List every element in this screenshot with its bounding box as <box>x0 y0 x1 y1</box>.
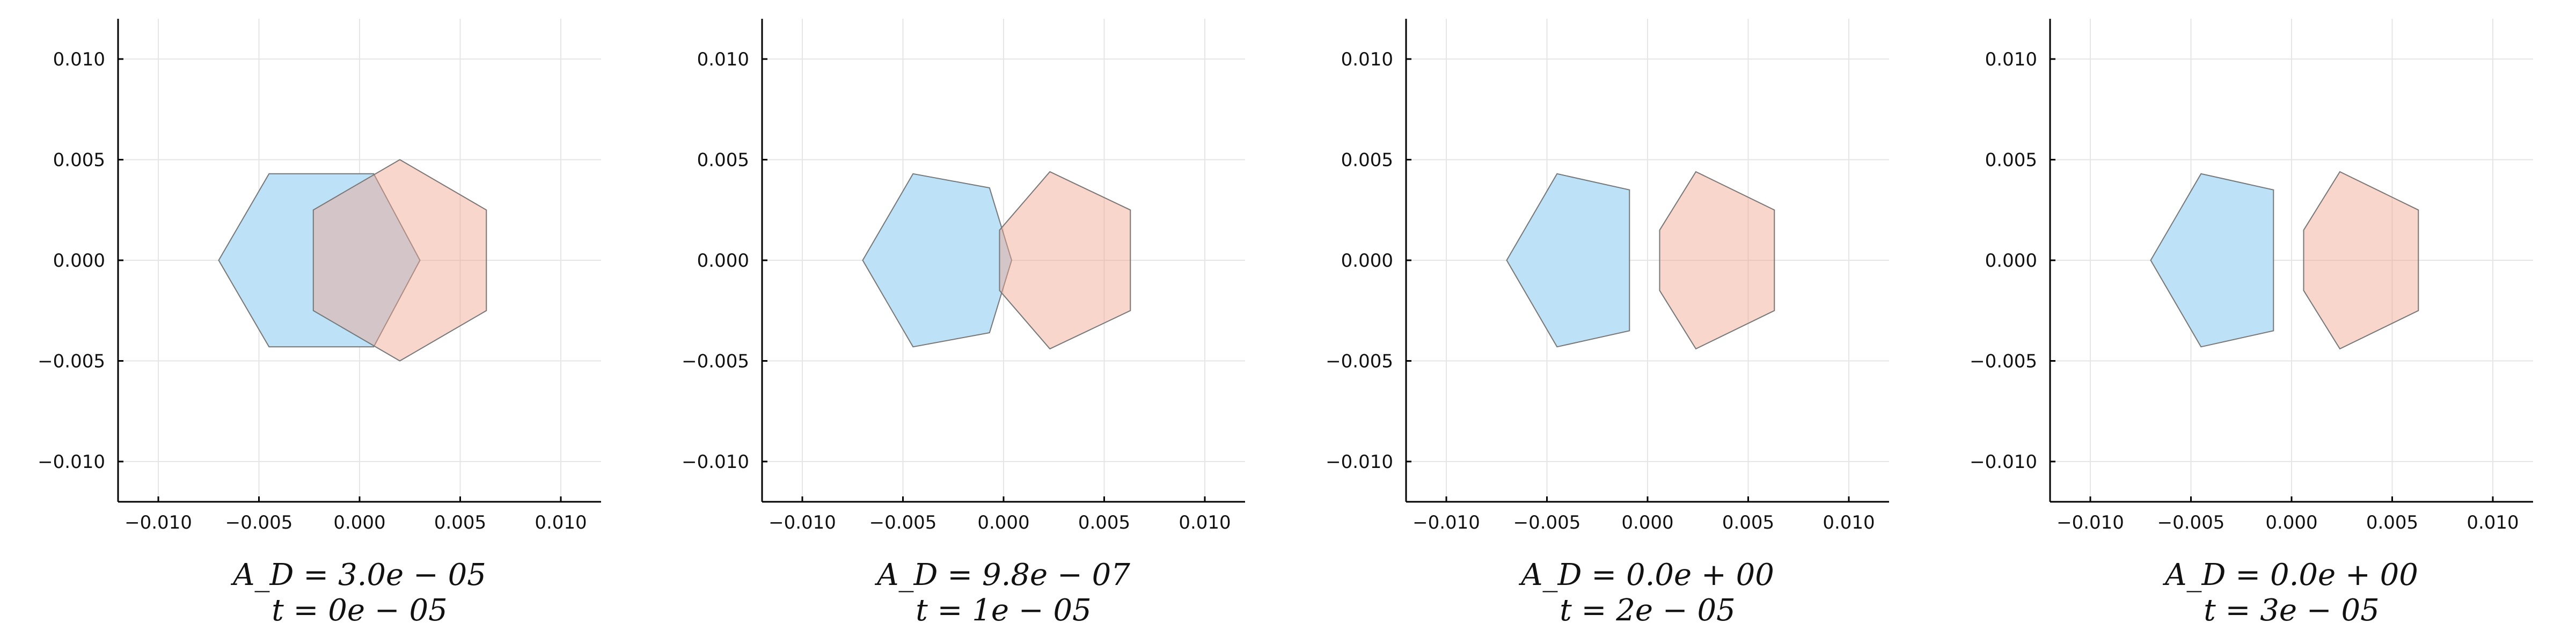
y-tick-label: 0.010 <box>697 49 749 70</box>
caption-line-2: t = 0e − 05 <box>272 593 448 628</box>
x-tick-label: 0.010 <box>2467 512 2519 533</box>
caption-line-2: t = 3e − 05 <box>2204 593 2380 628</box>
y-tick-label: −0.010 <box>1326 451 1393 473</box>
x-tick-label: −0.010 <box>769 512 836 533</box>
caption-line-1: A_D = 0.0e + 00 <box>2162 558 2418 592</box>
x-tick-label: 0.005 <box>434 512 486 533</box>
x-tick-label: 0.000 <box>2265 512 2317 533</box>
y-tick-label: 0.010 <box>1985 49 2037 70</box>
y-tick-label: −0.005 <box>1326 351 1393 372</box>
x-tick-label: 0.005 <box>1722 512 1774 533</box>
y-tick-label: −0.005 <box>1970 351 2037 372</box>
polygon-2 <box>2303 171 2419 350</box>
y-tick-label: −0.005 <box>38 351 105 372</box>
subplot-1: −0.010 −0.005 0.000 0.005 0.010 −0.010 −0.005 0… <box>38 19 601 628</box>
y-tick-label: −0.010 <box>682 451 749 473</box>
polygon-1 <box>1506 173 1630 348</box>
polygon-1 <box>218 173 421 348</box>
x-tick-label: −0.005 <box>2157 512 2225 533</box>
y-tick-label: −0.005 <box>682 351 749 372</box>
caption-line-1: A_D = 9.8e − 07 <box>874 558 1130 592</box>
x-tick-label: −0.005 <box>225 512 293 533</box>
subplot-2: −0.010 −0.005 0.000 0.005 0.010 −0.010 −0.005 0… <box>682 19 1245 628</box>
y-tick-label: −0.010 <box>38 451 105 473</box>
y-tick-label: 0.005 <box>1985 150 2037 171</box>
caption-line-2: t = 2e − 05 <box>1560 593 1736 628</box>
y-tick-label: 0.010 <box>1341 49 1393 70</box>
y-tick-label: 0.000 <box>697 250 749 272</box>
polygon-2 <box>999 171 1131 350</box>
x-tick-label: 0.005 <box>2366 512 2418 533</box>
x-tick-label: 0.010 <box>1823 512 1875 533</box>
x-tick-label: −0.005 <box>869 512 937 533</box>
y-tick-label: 0.005 <box>53 150 105 171</box>
polygon-2 <box>1659 171 1775 350</box>
y-tick-label: 0.000 <box>53 250 105 272</box>
y-tick-label: −0.010 <box>1970 451 2037 473</box>
polygon-1 <box>862 173 1013 348</box>
x-tick-label: 0.005 <box>1078 512 1130 533</box>
subplot-4: −0.010 −0.005 0.000 0.005 0.010 −0.010 −0.005 0… <box>1970 19 2533 628</box>
x-tick-label: 0.000 <box>1621 512 1673 533</box>
polygon-2 <box>312 159 487 362</box>
caption-line-1: A_D = 3.0e − 05 <box>230 558 486 592</box>
polygon-1 <box>2150 173 2274 348</box>
x-tick-label: −0.005 <box>1513 512 1581 533</box>
y-tick-label: 0.005 <box>697 150 749 171</box>
x-tick-label: 0.010 <box>1179 512 1231 533</box>
y-tick-label: 0.005 <box>1341 150 1393 171</box>
x-tick-label: −0.010 <box>1413 512 1480 533</box>
y-tick-label: 0.010 <box>53 49 105 70</box>
y-tick-label: 0.000 <box>1341 250 1393 272</box>
subplot-3: −0.010 −0.005 0.000 0.005 0.010 −0.010 −0.005 0… <box>1326 19 1889 628</box>
x-tick-label: −0.010 <box>2057 512 2124 533</box>
caption-line-2: t = 1e − 05 <box>916 593 1092 628</box>
x-tick-label: −0.010 <box>125 512 192 533</box>
x-tick-label: 0.000 <box>333 512 385 533</box>
caption-line-1: A_D = 0.0e + 00 <box>1518 558 1774 592</box>
x-tick-label: 0.010 <box>535 512 587 533</box>
y-tick-label: 0.000 <box>1985 250 2037 272</box>
x-tick-label: 0.000 <box>977 512 1029 533</box>
